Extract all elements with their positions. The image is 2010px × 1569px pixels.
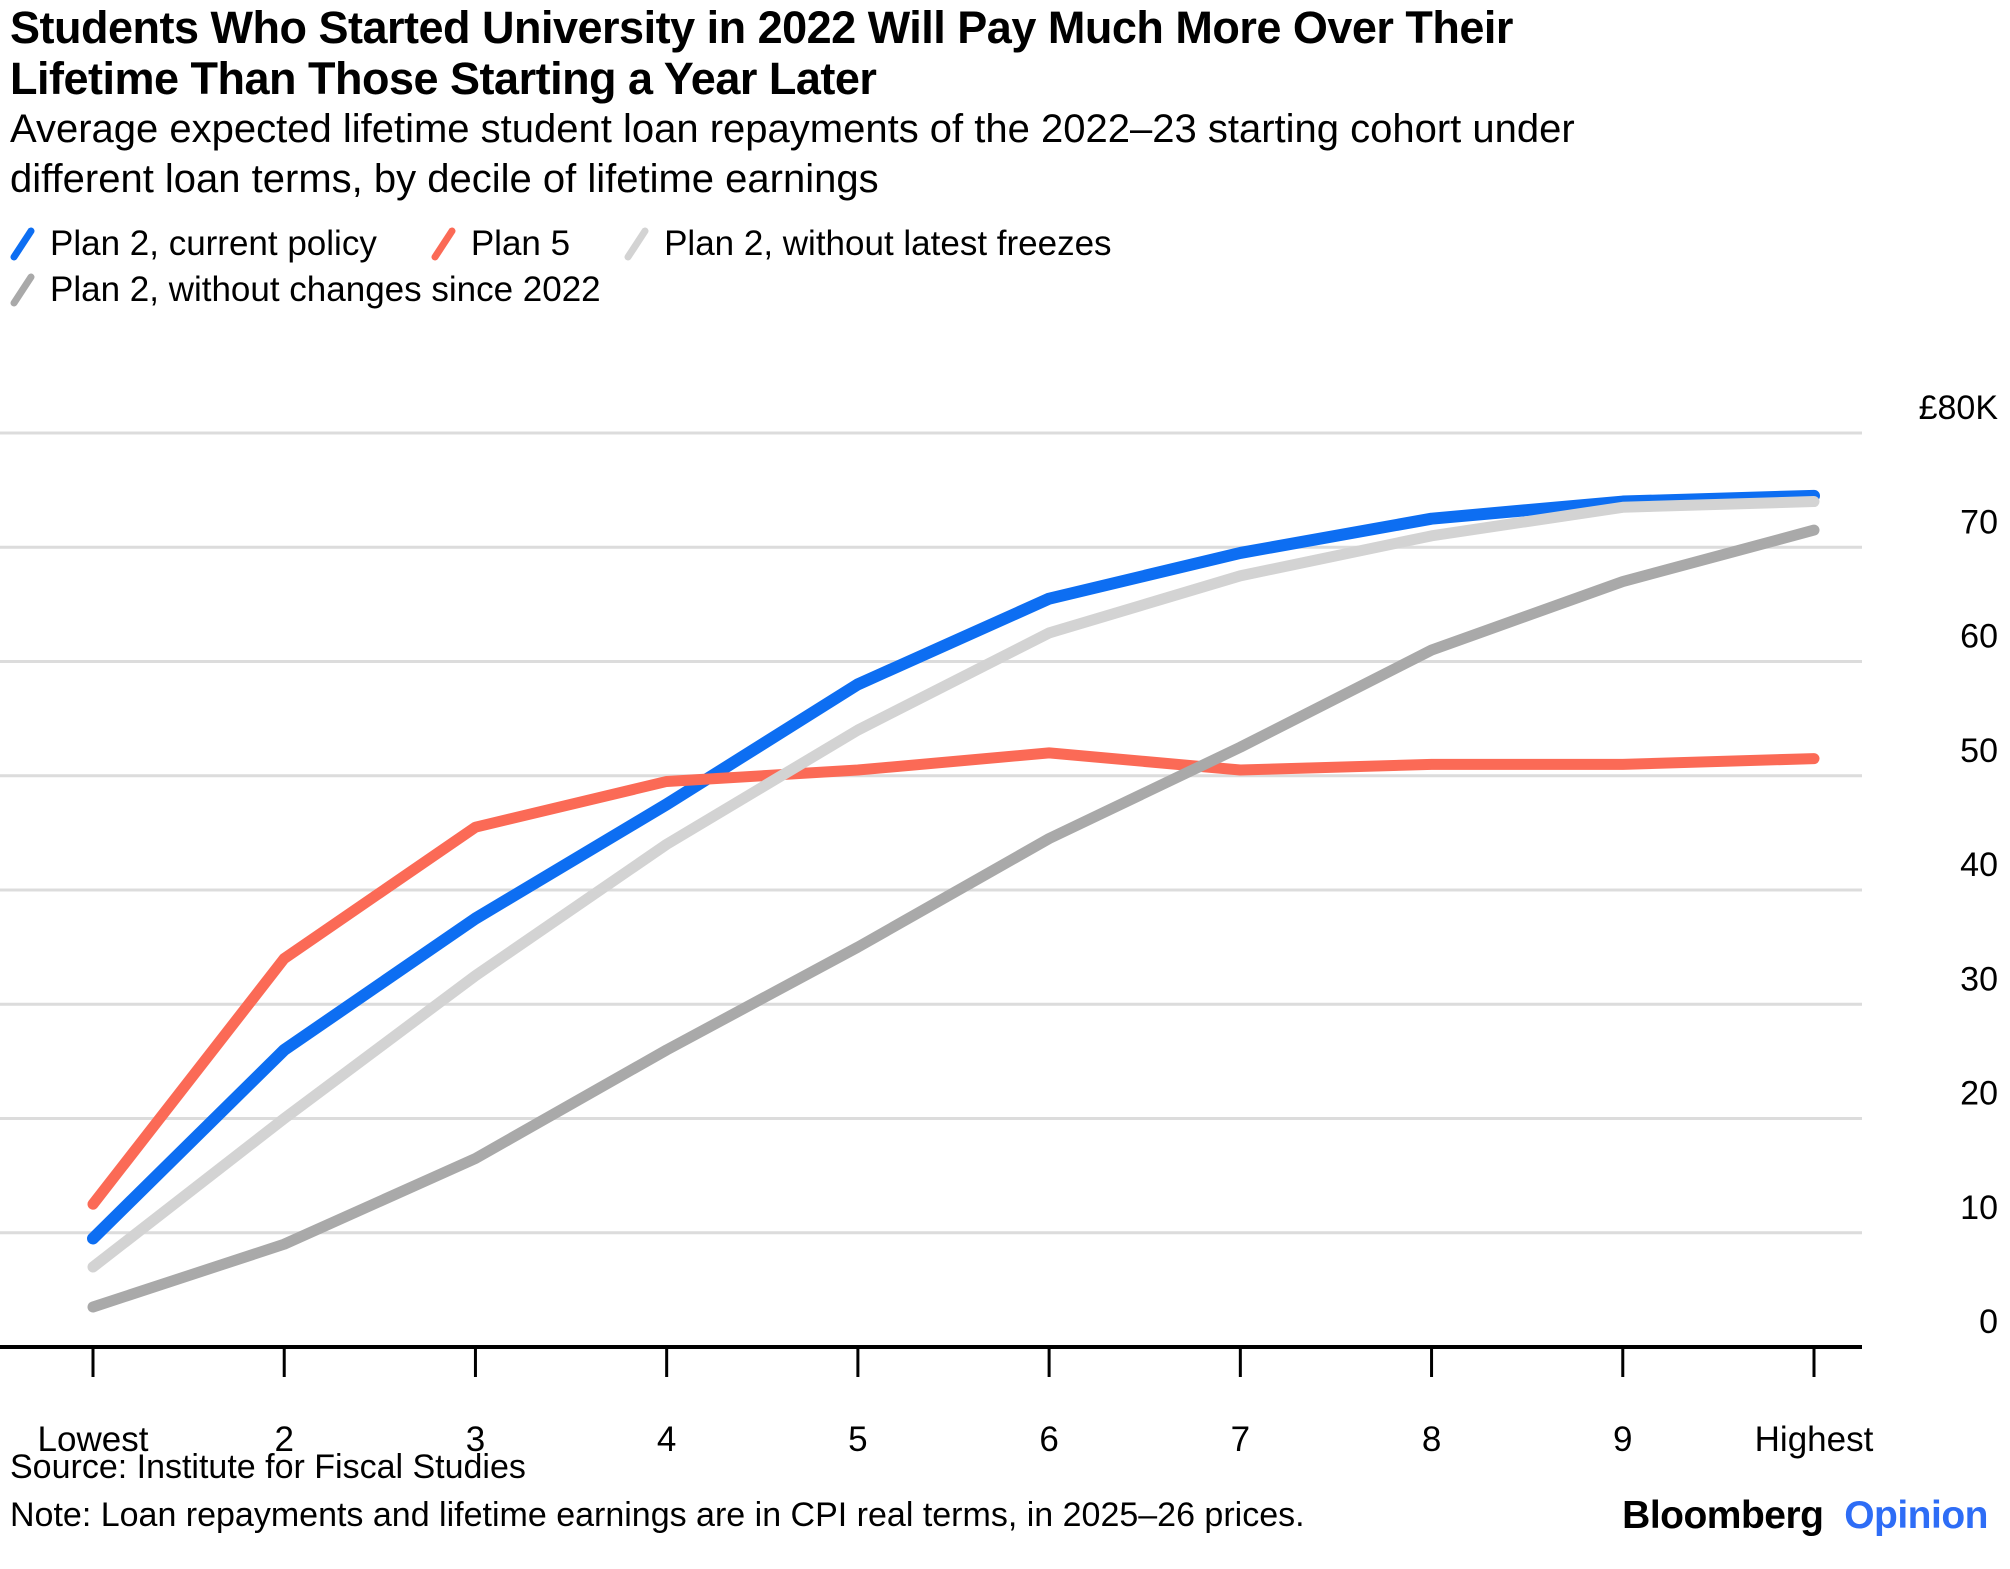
legend-item-3: Plan 2, without latest freezes bbox=[624, 224, 1112, 264]
logo-brand: Bloomberg bbox=[1622, 1494, 1824, 1537]
legend-label: Plan 2, without changes since 2022 bbox=[50, 270, 601, 309]
x-axis-label-10: Highest bbox=[1755, 1420, 1874, 1459]
legend-slash-icon bbox=[10, 227, 35, 261]
x-axis-label-5: 5 bbox=[848, 1420, 867, 1459]
legend-slash-icon bbox=[10, 273, 35, 307]
line-series-3 bbox=[87, 496, 1820, 1273]
legend-item-2: Plan 5 bbox=[431, 224, 570, 264]
legend-item-4: Plan 2, without changes since 2022 bbox=[10, 270, 601, 310]
line-series-2 bbox=[87, 747, 1820, 1210]
y-axis-label-0: 0 bbox=[1979, 1303, 1998, 1341]
x-axis-label-8: 8 bbox=[1422, 1420, 1441, 1459]
x-axis-label-2: 2 bbox=[274, 1420, 293, 1459]
chart-subtitle: Average expected lifetime student loan r… bbox=[10, 107, 1575, 201]
legend-item-1: Plan 2, current policy bbox=[10, 224, 377, 264]
legend-label: Plan 5 bbox=[470, 224, 571, 263]
x-axis-label-1: Lowest bbox=[38, 1420, 149, 1459]
chart-legend: Plan 2, current policy Plan 5 Plan 2, with… bbox=[10, 224, 1710, 310]
x-axis-label-7: 7 bbox=[1231, 1420, 1250, 1459]
logo-section: Opinion bbox=[1844, 1494, 1988, 1537]
line-series-1 bbox=[87, 489, 1820, 1245]
line-series-4 bbox=[87, 524, 1820, 1313]
x-axis-label-3: 3 bbox=[466, 1420, 485, 1459]
x-axis-label-6: 6 bbox=[1039, 1420, 1058, 1459]
y-axis-label-10: 10 bbox=[1960, 1189, 1998, 1227]
source-text: Source: Institute for Fiscal Studies bbox=[10, 1448, 526, 1486]
y-axis-label-60: 60 bbox=[1960, 618, 1998, 656]
y-axis-label-70: 70 bbox=[1960, 503, 1998, 541]
y-axis-label-50: 50 bbox=[1960, 732, 1998, 770]
chart-title: Students Who Started University in 2022 … bbox=[10, 2, 1513, 105]
y-axis-label-40: 40 bbox=[1960, 846, 1998, 884]
legend-label: Plan 2, current policy bbox=[50, 224, 377, 263]
y-axis-label-20: 20 bbox=[1960, 1075, 1998, 1113]
y-axis-label-30: 30 bbox=[1960, 960, 1998, 998]
x-axis-label-9: 9 bbox=[1613, 1420, 1632, 1459]
legend-slash-icon bbox=[431, 227, 456, 261]
legend-slash-icon bbox=[624, 227, 649, 261]
y-axis-label-80: £80K bbox=[1919, 389, 1999, 427]
bloomberg-opinion-logo: Bloomberg Opinion bbox=[1622, 1494, 1988, 1538]
x-axis-label-4: 4 bbox=[657, 1420, 676, 1459]
note-text: Note: Loan repayments and lifetime earni… bbox=[10, 1496, 1305, 1534]
legend-label: Plan 2, without latest freezes bbox=[664, 224, 1112, 263]
